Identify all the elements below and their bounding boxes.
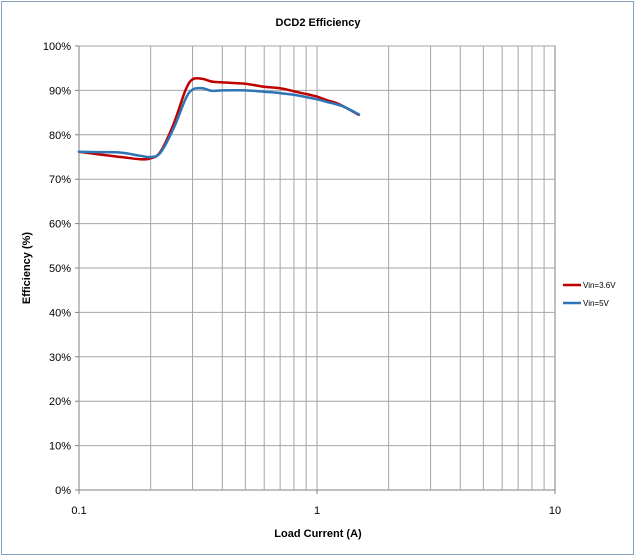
y-tick-label: 100%	[43, 41, 71, 53]
y-axis-title: Efficiency (%)	[21, 232, 33, 304]
y-tick-label: 50%	[49, 263, 71, 275]
y-tick-label: 90%	[49, 85, 71, 97]
series-line-1	[77, 76, 361, 161]
x-tick-label: 1	[314, 505, 320, 517]
y-tick-label: 30%	[49, 352, 71, 364]
y-tick-label: 70%	[49, 174, 71, 186]
x-axis-title: Load Current (A)	[274, 528, 362, 540]
series-line-2	[77, 86, 361, 159]
x-tick-label: 10	[549, 505, 561, 517]
y-tick-label: 40%	[49, 307, 71, 319]
grid-layer	[75, 45, 556, 494]
legend-label-2: Vin=5V	[583, 299, 610, 308]
y-tick-label: 10%	[49, 441, 71, 453]
y-tick-label: 0%	[55, 485, 71, 497]
legend-label-1: Vin=3.6V	[583, 281, 616, 290]
y-tick-label: 20%	[49, 396, 71, 408]
series-layer	[77, 76, 361, 161]
tick-labels: 0% 10% 20% 30% 40% 50% 60% 70% 80% 90% 100% 0.1 1 10	[43, 41, 561, 517]
legend: Vin=3.6V Vin=5V	[563, 281, 616, 308]
chart-title: DCD2 Efficiency	[276, 17, 362, 29]
y-tick-label: 60%	[49, 219, 71, 231]
y-tick-label: 80%	[49, 130, 71, 142]
x-tick-label: 0.1	[71, 505, 86, 517]
